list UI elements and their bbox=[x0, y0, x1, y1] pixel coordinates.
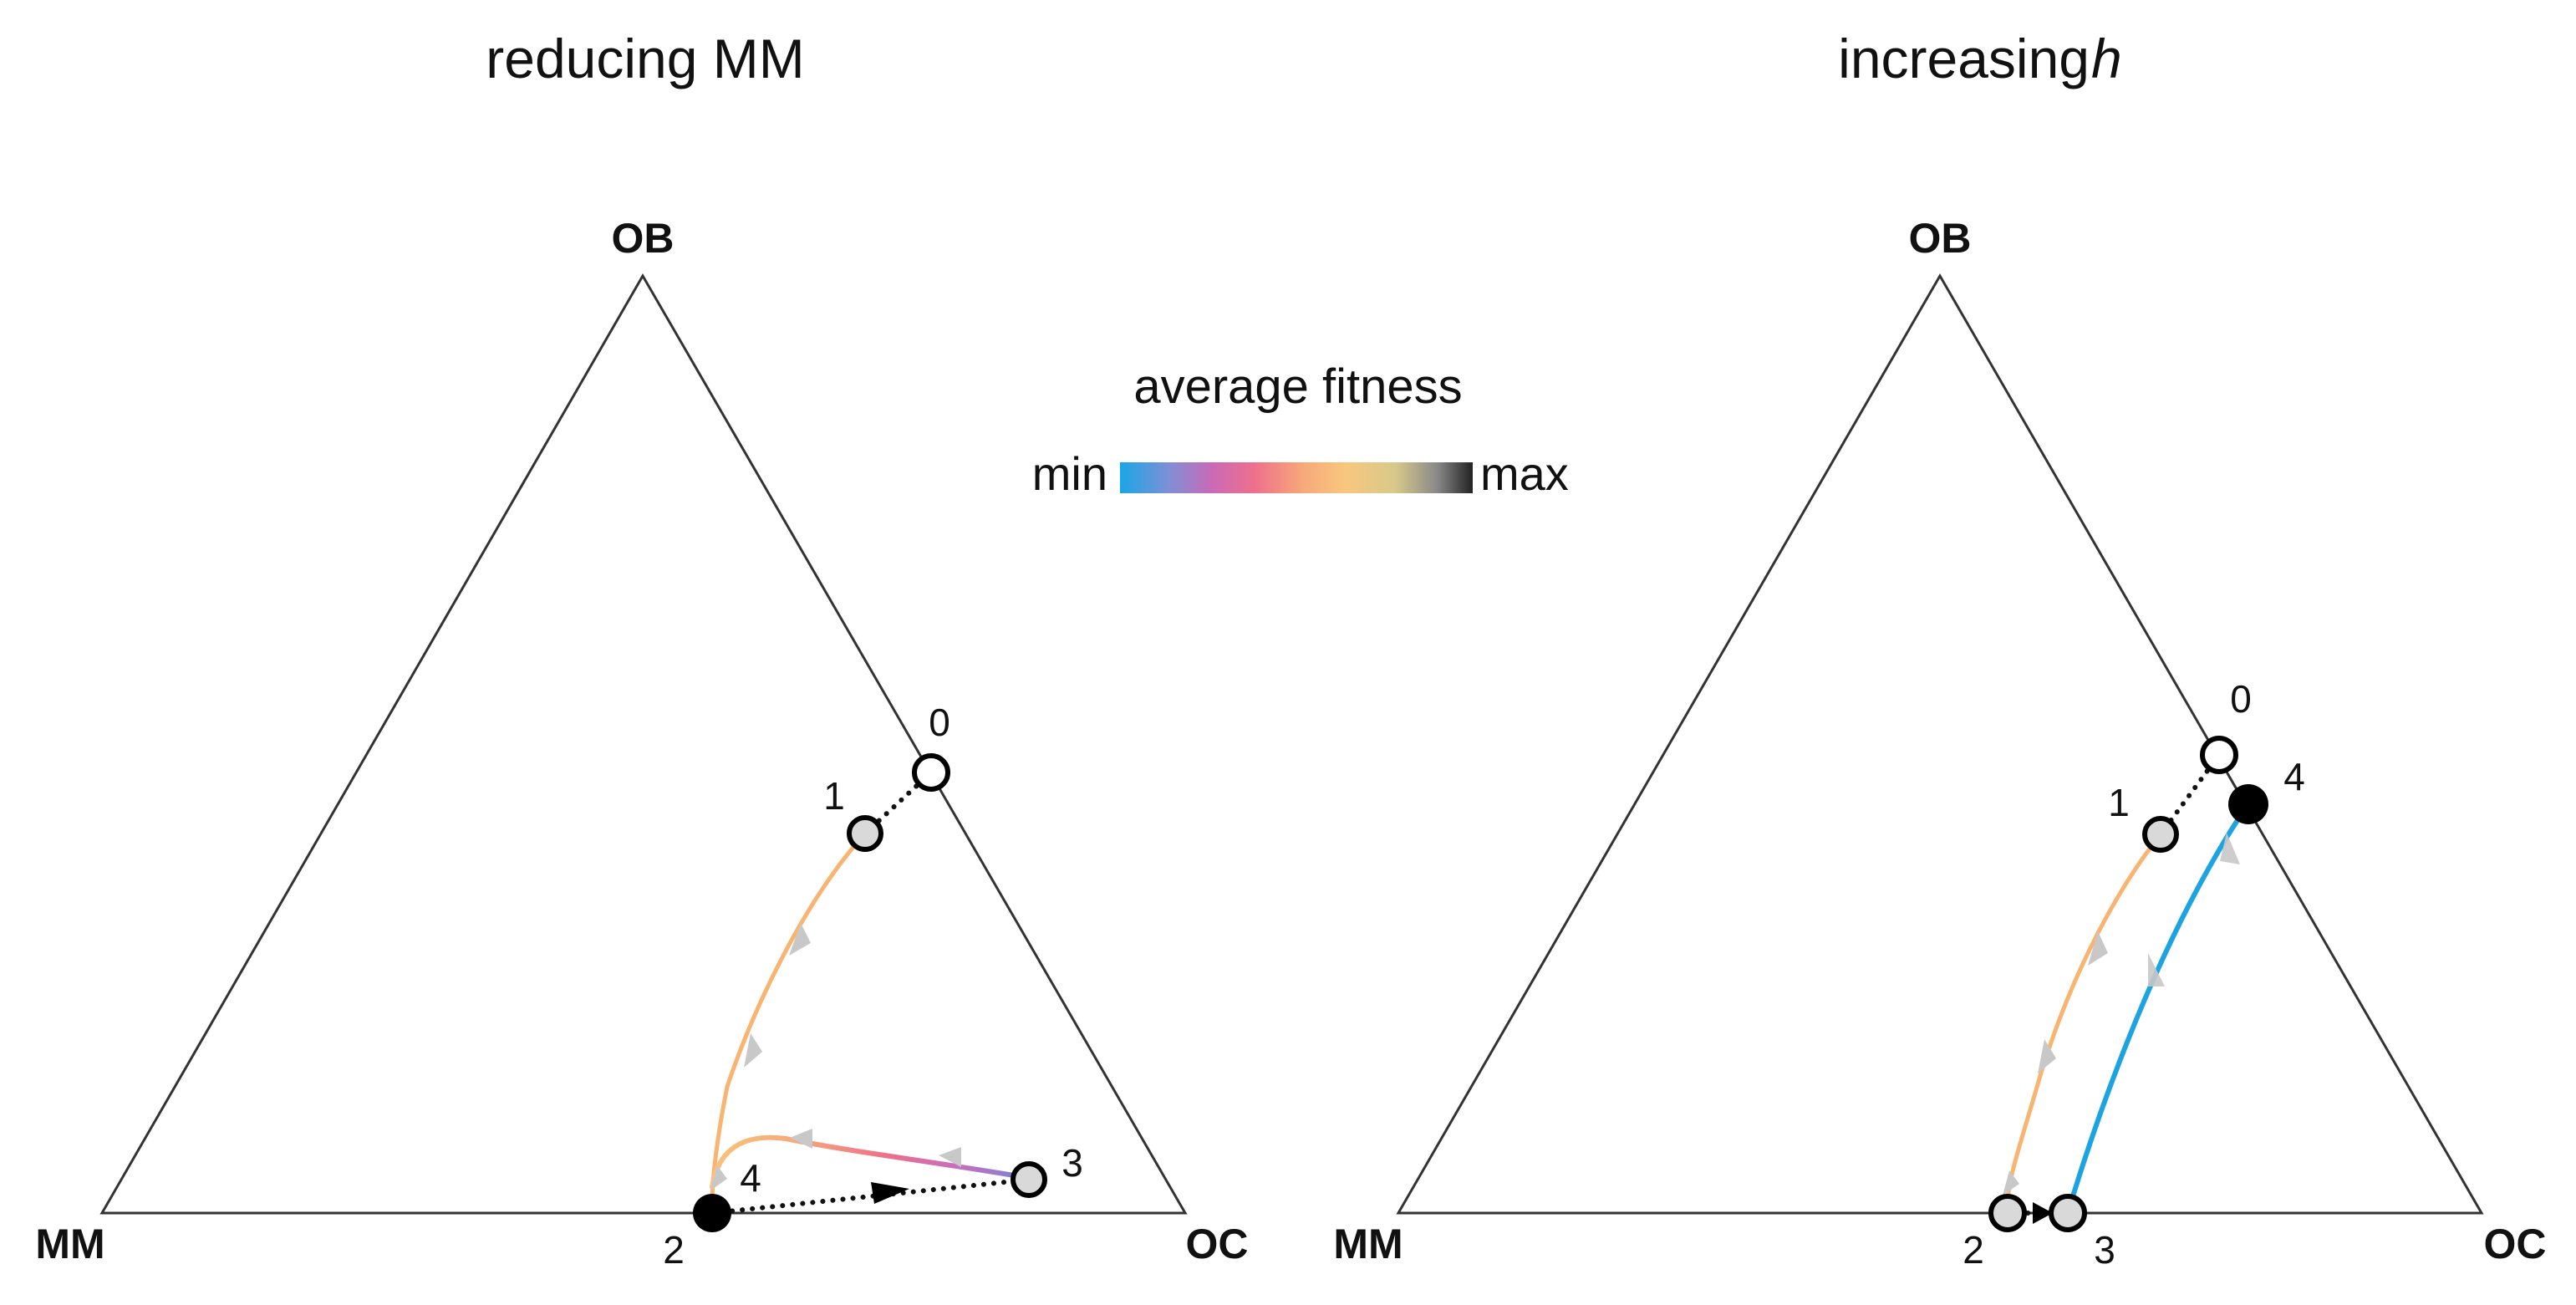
jump-arrowhead-left bbox=[871, 1182, 909, 1204]
point-label-2-right: 2 bbox=[1963, 1228, 1984, 1272]
direction-arrowhead-right-5 bbox=[2220, 833, 2240, 864]
legend-min-label: min bbox=[1032, 447, 1107, 500]
vertex-label-mm-left: MM bbox=[35, 1221, 104, 1267]
panel-right-title: increasing bbox=[1838, 28, 2090, 89]
point-label-3-right: 3 bbox=[2094, 1228, 2115, 1272]
direction-arrowhead-right-4 bbox=[2148, 953, 2165, 986]
point-label-2-left: 2 bbox=[663, 1228, 685, 1272]
dotted-jump-2-to-3-left bbox=[710, 1177, 1031, 1216]
point-0-left bbox=[912, 753, 950, 792]
panel-left: reducing MM OB MM OC 0 1 2 3 4 bbox=[35, 28, 1248, 1272]
vertex-label-mm-right: MM bbox=[1333, 1221, 1403, 1267]
legend-title: average fitness bbox=[1133, 359, 1462, 414]
point-3-right bbox=[2049, 1194, 2087, 1232]
direction-arrowhead-left-1 bbox=[789, 923, 811, 956]
vertex-label-ob-left: OB bbox=[612, 215, 675, 262]
ternary-triangle-right bbox=[1396, 273, 2484, 1215]
fitness-legend: average fitness min max bbox=[1032, 359, 1569, 500]
trajectory-1-to-2-left bbox=[710, 831, 868, 1206]
legend-color-bar bbox=[1120, 462, 1473, 493]
direction-arrowhead-left-3 bbox=[710, 1165, 727, 1190]
point-0-right bbox=[2200, 736, 2238, 774]
point-label-0-right: 0 bbox=[2230, 677, 2252, 721]
point-4-right bbox=[2228, 784, 2268, 824]
panel-left-title: reducing MM bbox=[486, 28, 804, 89]
point-label-1-left: 1 bbox=[823, 774, 845, 818]
panel-right-title-italic: h bbox=[2091, 28, 2122, 89]
direction-arrowhead-left-2 bbox=[744, 1033, 762, 1068]
point-4-left bbox=[693, 1194, 731, 1232]
point-1-left bbox=[847, 815, 883, 852]
point-2-right bbox=[1988, 1194, 2027, 1232]
vertex-label-oc-left: OC bbox=[1186, 1221, 1249, 1267]
point-label-4-left: 4 bbox=[740, 1156, 761, 1200]
ternary-triangle-left bbox=[99, 273, 1188, 1215]
point-label-4-right: 4 bbox=[2283, 755, 2305, 798]
point-label-1-right: 1 bbox=[2108, 781, 2130, 824]
direction-arrowhead-right-3 bbox=[2003, 1170, 2019, 1195]
point-3-left bbox=[1011, 1161, 1047, 1198]
jump-arrowhead-right bbox=[2033, 1202, 2053, 1224]
point-1-right bbox=[2142, 816, 2179, 853]
panel-right: increasing h OB MM OC 0 1 2 3 4 bbox=[1333, 28, 2546, 1272]
direction-arrowhead-left-4 bbox=[939, 1147, 961, 1167]
point-label-3-left: 3 bbox=[1061, 1141, 1083, 1185]
vertex-label-ob-right: OB bbox=[1909, 215, 1972, 262]
direction-arrowhead-left-5 bbox=[790, 1129, 812, 1149]
direction-arrowhead-right-1 bbox=[2088, 931, 2108, 966]
direction-arrowhead-right-2 bbox=[2038, 1039, 2056, 1073]
point-label-0-left: 0 bbox=[929, 701, 950, 744]
vertex-label-oc-right: OC bbox=[2484, 1221, 2547, 1267]
legend-max-label: max bbox=[1480, 447, 1569, 500]
trajectory-3-to-4-right bbox=[2065, 802, 2251, 1216]
